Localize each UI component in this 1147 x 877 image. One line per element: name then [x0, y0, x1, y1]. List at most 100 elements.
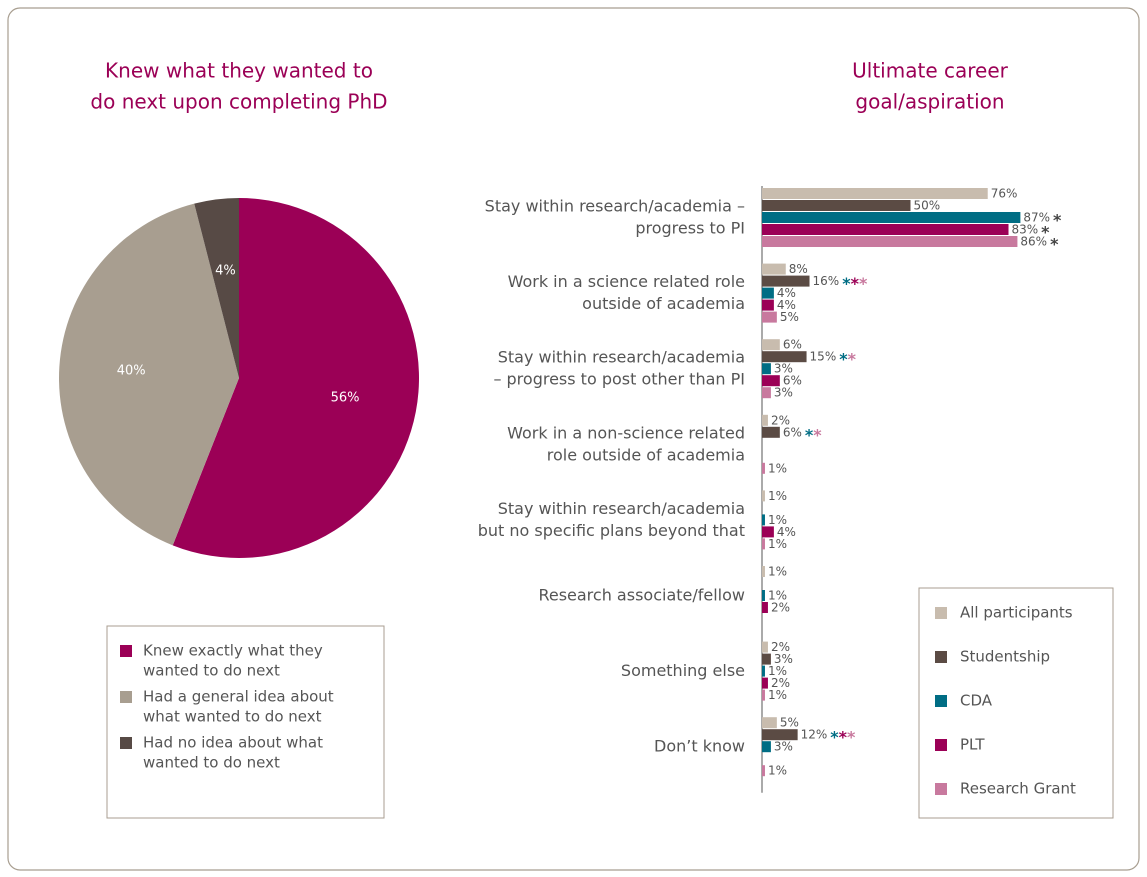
- category-label: Stay within research/academia: [498, 499, 745, 518]
- bar: [762, 275, 810, 287]
- slice-label: 56%: [331, 391, 360, 406]
- bar: [762, 426, 780, 438]
- category-label: outside of academia: [582, 294, 745, 313]
- value-label: 83%: [1012, 223, 1039, 237]
- bar: [762, 188, 988, 199]
- legend-label: Had a general idea about: [143, 688, 334, 706]
- pie-legend-box: [106, 625, 385, 819]
- value-label: 76%: [991, 187, 1018, 201]
- legend-swatch: [120, 645, 132, 657]
- bar: [762, 200, 911, 211]
- value-label: 3%: [774, 386, 793, 400]
- bar: [762, 514, 765, 526]
- bar: [762, 263, 786, 275]
- legend-label: what wanted to do next: [143, 708, 322, 726]
- value-label: 8%: [789, 262, 808, 276]
- legend-swatch: [935, 783, 947, 795]
- legend-swatch: [935, 651, 947, 663]
- legend-label: Studentship: [960, 648, 1050, 666]
- bar: [762, 299, 774, 311]
- significance-mark: *: [1053, 211, 1062, 230]
- chart-title: do next upon completing PhD: [90, 90, 387, 114]
- value-label: 4%: [777, 298, 796, 312]
- value-label: 1%: [768, 764, 787, 778]
- bar: [762, 287, 774, 299]
- legend-label: Knew exactly what they: [143, 642, 323, 660]
- bar: [762, 602, 768, 613]
- value-label: 1%: [768, 513, 787, 527]
- value-label: 1%: [768, 664, 787, 678]
- bar: [762, 677, 768, 689]
- category-label: but no specific plans beyond that: [478, 521, 745, 540]
- legend-swatch: [120, 737, 132, 749]
- bar: [762, 538, 765, 550]
- value-label: 3%: [774, 740, 793, 754]
- value-label: 1%: [768, 461, 787, 475]
- value-label: 1%: [768, 589, 787, 603]
- legend-swatch: [935, 695, 947, 707]
- bar: [762, 224, 1009, 235]
- value-label: 4%: [777, 286, 796, 300]
- legend-label: CDA: [960, 692, 993, 710]
- significance-mark: *: [859, 274, 868, 293]
- legend-label: Research Grant: [960, 780, 1076, 798]
- legend-label: Had no idea about what: [143, 734, 323, 752]
- value-label: 6%: [783, 338, 802, 352]
- category-label: Work in a science related role: [508, 272, 745, 291]
- value-label: 2%: [771, 640, 790, 654]
- significance-mark: *: [813, 425, 822, 444]
- bar: [762, 490, 765, 502]
- category-label: Research associate/fellow: [538, 586, 745, 605]
- value-label: 87%: [1023, 211, 1050, 225]
- bar: [762, 375, 780, 387]
- value-label: 1%: [768, 688, 787, 702]
- bar: [762, 212, 1021, 223]
- slice-label: 4%: [215, 263, 236, 278]
- bar: [762, 641, 768, 653]
- slice-label: 40%: [117, 364, 146, 379]
- category-label: role outside of academia: [547, 445, 745, 464]
- bar: [762, 311, 777, 323]
- value-label: 2%: [771, 601, 790, 615]
- significance-mark: *: [1041, 223, 1050, 242]
- bar: [762, 339, 780, 351]
- category-label: Don’t know: [654, 737, 745, 756]
- significance-mark: *: [839, 350, 848, 369]
- significance-mark: *: [1050, 235, 1059, 254]
- significance-mark: *: [842, 274, 851, 293]
- legend-swatch: [120, 691, 132, 703]
- value-label: 3%: [774, 652, 793, 666]
- chart-title: Knew what they wanted to: [105, 59, 373, 83]
- value-label: 6%: [783, 374, 802, 388]
- value-label: 15%: [810, 350, 837, 364]
- category-label: Stay within research/academia –: [485, 197, 745, 216]
- category-label: – progress to post other than PI: [493, 370, 745, 389]
- value-label: 5%: [780, 716, 799, 730]
- category-label: Work in a non-science related: [507, 423, 745, 442]
- category-label: Stay within research/academia: [498, 348, 745, 367]
- bar: [762, 363, 771, 375]
- bar: [762, 236, 1018, 247]
- bar: [762, 729, 798, 741]
- value-label: 4%: [777, 525, 796, 539]
- bar: [762, 653, 771, 665]
- bar: [762, 689, 765, 701]
- significance-mark: *: [851, 274, 860, 293]
- legend-label: wanted to do next: [143, 754, 280, 772]
- significance-mark: *: [848, 350, 857, 369]
- bar: [762, 765, 765, 777]
- category-label: progress to PI: [635, 219, 745, 238]
- significance-mark: *: [847, 728, 856, 747]
- legend-swatch: [935, 739, 947, 751]
- chart-title: goal/aspiration: [855, 90, 1004, 114]
- frame: [7, 7, 1140, 871]
- legend-label: PLT: [960, 736, 985, 754]
- bar: [762, 414, 768, 426]
- pie-slice: [194, 198, 239, 378]
- chart-title: Ultimate career: [852, 59, 1008, 83]
- bar: [762, 590, 765, 601]
- bar: [762, 526, 774, 538]
- significance-mark: *: [830, 728, 839, 747]
